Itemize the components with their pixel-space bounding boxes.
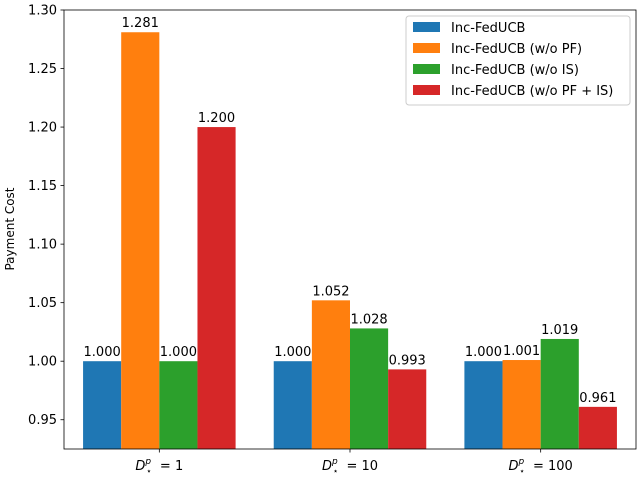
bar-1-2: [273, 361, 312, 449]
bar-2-3: [502, 360, 541, 449]
x-tick-superscript: p: [331, 457, 338, 467]
x-tick-equals: =: [156, 459, 175, 474]
x-tick-symbol: D: [322, 459, 332, 474]
bar-3-2: [350, 328, 389, 449]
legend-swatch-1: [413, 22, 440, 32]
x-tick-subscript: ⋆: [333, 467, 339, 477]
bar-2-2: [311, 300, 350, 449]
x-tick-equals: =: [342, 459, 361, 474]
bar-value-label: 1.028: [350, 312, 387, 327]
y-tick-label: 0.95: [28, 413, 57, 428]
x-tick-label: Dp ⋆ = 1: [135, 457, 183, 477]
bar-value-label: 1.019: [541, 323, 578, 338]
legend-label-3: Inc-FedUCB (w/o IS): [451, 63, 579, 78]
bar-value-label: 0.961: [579, 391, 616, 406]
y-tick-label: 1.05: [28, 296, 57, 311]
x-tick-value: 1: [175, 459, 183, 474]
y-axis-label: Payment Cost: [3, 187, 17, 270]
y-axis: 0.95 1.00 1.05 1.10 1.15 1.20 1.25 1.30: [28, 4, 64, 428]
legend-box: [405, 15, 631, 106]
x-tick-value: 10: [362, 459, 379, 474]
x-tick-superscript: p: [144, 457, 151, 467]
x-axis: Dp ⋆ = 1 Dp ⋆ = 10 Dp ⋆ = 100: [135, 449, 573, 477]
y-tick-label: 1.25: [28, 62, 57, 77]
plot-frame: [63, 9, 637, 450]
legend-label-4: Inc-FedUCB (w/o PF + IS): [451, 84, 613, 99]
x-tick-label: Dp ⋆ = 10: [322, 457, 378, 477]
bar-value-label: 0.993: [389, 353, 426, 368]
legend-label-1: Inc-FedUCB: [451, 21, 525, 36]
bar-labels-group: 1.000 1.000 1.0001.2811.0521.0011.0001.028…: [84, 16, 617, 406]
bar-value-label: 1.200: [198, 111, 235, 126]
x-tick-label: Dp ⋆ = 100: [508, 457, 572, 477]
x-tick-subscript: ⋆: [146, 467, 152, 477]
bar-3-1: [159, 361, 198, 449]
bar-4-2: [388, 369, 427, 449]
y-tick-label: 1.15: [28, 179, 57, 194]
y-tick-label: 1.20: [28, 121, 57, 136]
bar-3-3: [540, 338, 579, 449]
legend-swatch-2: [413, 43, 440, 53]
legend-swatch-3: [413, 64, 440, 74]
legend-label-2: Inc-FedUCB (w/o PF): [451, 42, 582, 57]
bar-1-1: [83, 361, 122, 449]
y-tick-label: 1.30: [28, 4, 57, 19]
bar-1-3: [464, 361, 503, 449]
bar-value-label: 1.000: [160, 345, 197, 360]
bar-value-label: 1.052: [312, 284, 349, 299]
bars-group: [83, 32, 617, 450]
bar-2-1: [121, 32, 160, 450]
x-tick-superscript: p: [517, 457, 524, 467]
bar-value-label: 1.000: [465, 345, 502, 360]
bar-4-3: [578, 406, 617, 449]
bar-value-label: 1.000: [84, 345, 121, 360]
x-tick-value: 100: [548, 459, 573, 474]
x-tick-equals: =: [529, 459, 548, 474]
x-tick-subscript: ⋆: [519, 467, 525, 477]
legend: Inc-FedUCB Inc-FedUCB (w/o PF) Inc-FedUCB …: [405, 15, 631, 106]
x-tick-symbol: D: [135, 459, 145, 474]
bar-4-1: [197, 127, 236, 449]
legend-swatch-4: [413, 85, 440, 95]
y-tick-label: 1.10: [28, 238, 57, 253]
x-tick-symbol: D: [508, 459, 518, 474]
y-tick-label: 1.00: [28, 355, 57, 370]
bar-value-label: 1.001: [503, 344, 540, 359]
bar-value-label: 1.281: [122, 16, 159, 31]
bar-value-label: 1.000: [274, 345, 311, 360]
